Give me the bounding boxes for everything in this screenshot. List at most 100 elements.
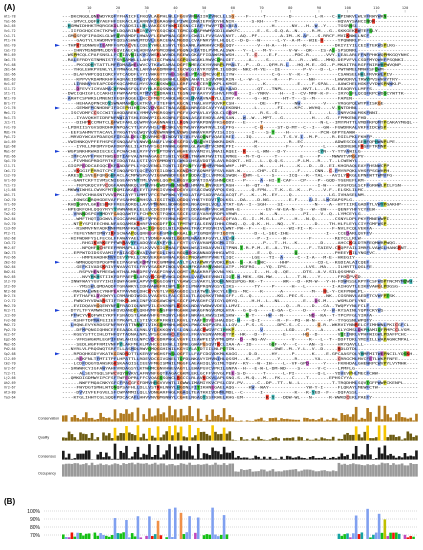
sequence-row: --HGMWIDHHKTMQRGGKDLFQADSILLHLVAKGCSFWWK… — [62, 24, 418, 28]
track-bar — [159, 414, 163, 422]
residue-shade — [225, 235, 229, 241]
residue-shade — [354, 206, 358, 212]
residue-shade — [171, 288, 175, 294]
residue-shade — [343, 279, 347, 284]
residue-shade — [113, 312, 117, 318]
residue-shade — [383, 173, 387, 178]
track-bar — [214, 431, 217, 441]
residue-shade — [142, 134, 146, 140]
residue-shade — [125, 124, 129, 130]
residue-shade — [211, 129, 215, 135]
residue-shade — [188, 327, 192, 333]
residue-shade — [222, 332, 226, 337]
residue-shade — [196, 42, 200, 48]
residue-shade — [222, 115, 226, 121]
residue-shade — [188, 148, 192, 154]
residue-shade — [196, 38, 200, 43]
residue-shade — [179, 144, 183, 149]
residue-shade — [116, 33, 120, 39]
residue-shade — [156, 317, 160, 323]
residue-shade — [113, 303, 117, 309]
residue-shade — [354, 62, 358, 68]
residue-shade — [306, 361, 309, 366]
residue-shade — [217, 201, 220, 207]
residue-shade — [179, 168, 183, 174]
track-bar — [70, 434, 74, 441]
residue-shade — [176, 283, 180, 289]
residue-shade — [125, 269, 129, 275]
sequence-name: Hv2-65 — [4, 275, 16, 279]
logo-letter — [64, 537, 68, 539]
residue-shade — [136, 312, 140, 318]
residue-shade — [314, 23, 318, 29]
residue-shade — [271, 394, 275, 400]
residue-shade — [156, 365, 160, 371]
track-bar — [337, 456, 341, 460]
residue-shade — [354, 303, 358, 309]
residue-shade — [188, 163, 192, 169]
residue-shade — [395, 327, 398, 333]
sequence-row: ----GANTCKFTIVMSCNIEGEARYNYTMLVVWGLQGPNL… — [62, 178, 418, 182]
residue-shade — [173, 221, 177, 227]
track-bar — [159, 463, 163, 477]
residue-shade — [222, 18, 226, 24]
residue-shade — [383, 168, 387, 174]
residue-shade — [148, 206, 152, 212]
residue-shade — [76, 81, 80, 87]
residue-shade — [354, 226, 358, 231]
residue-shade — [151, 336, 154, 342]
residue-shade — [242, 148, 246, 154]
residue-shade — [366, 303, 370, 309]
sequence-row: --GIGPPEDDCAEGQCEKFDADAFPLLYQGVENGLTQWTL… — [62, 164, 418, 168]
track-bar — [354, 445, 358, 460]
track-bar — [231, 463, 235, 477]
residue-shade — [133, 274, 137, 280]
residue-shade — [306, 332, 309, 337]
residue-shade — [354, 120, 358, 125]
residue-shade — [194, 47, 197, 53]
residue-shade — [366, 110, 370, 116]
track-bar — [288, 438, 292, 441]
residue-shade — [383, 283, 387, 289]
residue-shade — [96, 18, 100, 24]
residue-shade — [366, 385, 370, 390]
residue-shade — [366, 283, 370, 289]
residue-shade — [173, 57, 177, 63]
residue-shade — [79, 389, 83, 395]
logo-letter — [148, 516, 151, 539]
residue-shade — [136, 341, 140, 347]
residue-shade — [383, 327, 387, 333]
residue-shade — [211, 76, 215, 82]
residue-shade — [148, 312, 152, 318]
residue-shade — [337, 52, 341, 58]
residue-shade — [76, 42, 80, 48]
residue-shade — [377, 42, 381, 48]
residue-shade — [217, 197, 220, 202]
residue-shade — [188, 144, 192, 149]
residue-shade — [113, 129, 117, 135]
residue-shade — [125, 293, 129, 299]
track-bar — [248, 469, 252, 477]
residue-shade — [113, 197, 117, 202]
residue-shade — [188, 153, 192, 159]
residue-shade — [231, 134, 235, 140]
residue-shade — [397, 245, 401, 251]
residue-shade — [211, 240, 215, 246]
residue-shade — [176, 129, 180, 135]
logo-percent-label: 90% — [30, 517, 41, 523]
residue-shade — [173, 356, 177, 362]
residue-shade — [346, 332, 350, 337]
sequence-name: Ta3-64 — [4, 395, 16, 399]
track-bar — [271, 458, 275, 460]
residue-shade — [211, 144, 215, 149]
residue-shade — [354, 216, 358, 222]
residue-shade — [211, 18, 215, 24]
track-bar — [113, 409, 117, 422]
sequence-row: ---NYRLVLPRQGWQTSRFTLLASMDLRWVQMQGGHIWIL… — [62, 347, 418, 351]
residue-shade — [188, 370, 192, 376]
residue-shade — [168, 95, 172, 101]
residue-shade — [136, 182, 140, 188]
logo-letter — [119, 533, 123, 539]
track-bar — [317, 419, 321, 422]
residue-shade — [311, 312, 315, 318]
